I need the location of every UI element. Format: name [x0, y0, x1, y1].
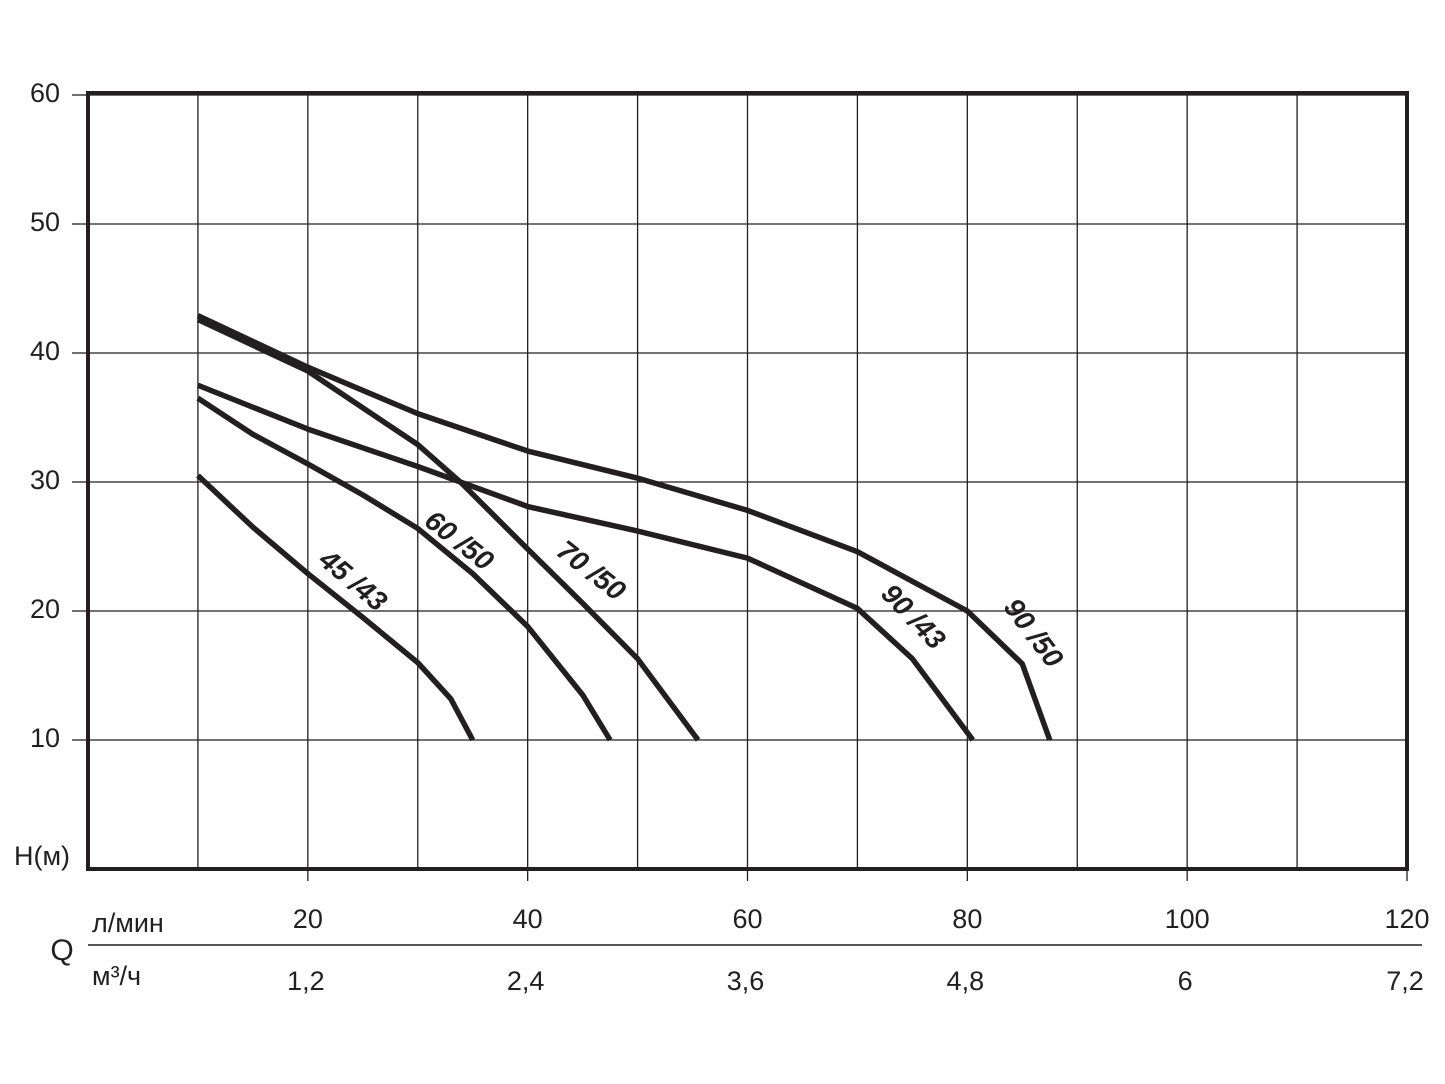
x2-tick-label: 2,4 — [507, 966, 545, 996]
y-axis-label: H(м) — [14, 841, 70, 871]
pump-curve — [196, 395, 613, 742]
pump-curve — [196, 313, 1053, 741]
x2-unit: м³/ч — [92, 961, 141, 991]
pump-curve — [196, 473, 476, 742]
pump-curve — [196, 316, 701, 742]
x2-tick-label: 1,2 — [287, 966, 325, 996]
x2-tick-label: 6 — [1178, 966, 1193, 996]
plot-frame — [86, 91, 1409, 871]
y-tick-label: 60 — [30, 78, 60, 108]
y-tick-label: 20 — [30, 594, 60, 624]
x-unit: л/мин — [92, 908, 164, 938]
x-tick-label: 20 — [293, 904, 323, 934]
x2-tick-label: 4,8 — [947, 966, 985, 996]
y-tick-label: 10 — [30, 723, 60, 753]
x-tick-label: 80 — [952, 904, 982, 934]
x-tick-label: 100 — [1165, 904, 1210, 934]
curve-label: 90 /43 — [875, 578, 952, 656]
curve-label: 90 /50 — [998, 592, 1070, 673]
y-tick-label: 50 — [30, 207, 60, 237]
x-tick-label: 120 — [1384, 904, 1429, 934]
curve-label: 70 /50 — [551, 534, 632, 607]
x2-tick-label: 7,2 — [1386, 966, 1424, 996]
x-tick-label: 40 — [513, 904, 543, 934]
x2-tick-label: 3,6 — [727, 966, 765, 996]
x-tick-label: 60 — [732, 904, 762, 934]
x-axis-label: Q — [50, 934, 73, 967]
pump-curve — [196, 382, 976, 742]
y-tick-label: 30 — [30, 465, 60, 495]
y-tick-label: 40 — [30, 336, 60, 366]
